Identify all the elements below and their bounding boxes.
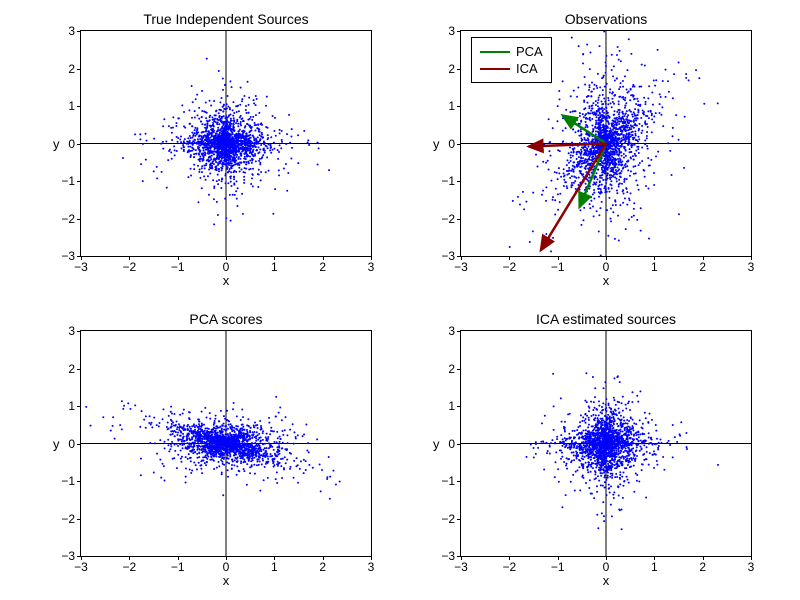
x-tick-label: 0 <box>603 560 610 574</box>
x-tick-label: 2 <box>319 260 326 274</box>
y-tick-label: −3 <box>441 549 455 563</box>
legend: PCA ICA <box>471 37 552 83</box>
y-tick-label: 0 <box>448 437 455 451</box>
subplot-true-sources: True Independent Sources y x −3−2−10123−… <box>80 30 372 257</box>
y-tick-label: 3 <box>68 24 75 38</box>
x-tick-label: 2 <box>699 560 706 574</box>
figure: True Independent Sources y x −3 −2 −1 0 1 2 3 −… <box>0 0 800 600</box>
y-tick-label: 3 <box>68 324 75 338</box>
y-tick-label: 2 <box>448 62 455 76</box>
x-tick-label: 1 <box>651 260 658 274</box>
x-tick-label: −3 <box>74 560 88 574</box>
y-axis-label: y <box>53 436 60 451</box>
legend-label: ICA <box>516 61 538 76</box>
y-axis-label: y <box>53 136 60 151</box>
y-tick-label: 3 <box>448 324 455 338</box>
x-axis-label: x <box>461 273 751 288</box>
y-tick-label: −2 <box>61 212 75 226</box>
legend-item-pca: PCA <box>480 44 543 59</box>
x-tick-label: −2 <box>122 560 136 574</box>
subplot-pca-scores: PCA scores y x −3−2−10123−3−2−10123 <box>80 330 372 557</box>
x-tick-label: −2 <box>502 260 516 274</box>
subplot-title: ICA estimated sources <box>461 311 751 327</box>
subplot-title: True Independent Sources <box>81 11 371 27</box>
y-tick-label: −1 <box>61 174 75 188</box>
y-tick-label: 2 <box>448 362 455 376</box>
plot-canvas <box>461 331 751 556</box>
y-tick-label: 2 <box>68 362 75 376</box>
x-tick-label: −2 <box>502 560 516 574</box>
subplot-title: PCA scores <box>81 311 371 327</box>
subplot-title: Observations <box>461 11 751 27</box>
y-tick-label: −3 <box>61 549 75 563</box>
y-tick-label: 3 <box>448 24 455 38</box>
y-tick-label: −3 <box>441 249 455 263</box>
x-tick-label: 2 <box>319 560 326 574</box>
y-tick-label: −2 <box>441 212 455 226</box>
legend-item-ica: ICA <box>480 61 543 76</box>
subplot-ica-sources: ICA estimated sources y x −3−2−10123−3−2… <box>460 330 752 557</box>
x-tick-label: 0 <box>223 260 230 274</box>
x-tick-label: −3 <box>74 260 88 274</box>
x-axis-label: x <box>81 273 371 288</box>
x-axis-label: x <box>81 573 371 588</box>
x-tick-label: 2 <box>699 260 706 274</box>
x-tick-label: 0 <box>603 260 610 274</box>
x-tick-label: −2 <box>122 260 136 274</box>
y-tick-label: −1 <box>61 474 75 488</box>
x-tick-label: 3 <box>748 560 755 574</box>
x-axis-label: x <box>461 573 751 588</box>
y-tick-label: −1 <box>441 174 455 188</box>
x-tick-label: −1 <box>171 560 185 574</box>
y-tick-label: 0 <box>68 137 75 151</box>
x-tick-label: 3 <box>748 260 755 274</box>
legend-label: PCA <box>516 44 543 59</box>
x-tick-label: 1 <box>271 260 278 274</box>
x-tick-label: −1 <box>171 260 185 274</box>
x-tick-label: 1 <box>651 560 658 574</box>
subplot-observations: Observations y x PCA ICA −3−2−10123−3−2−… <box>460 30 752 257</box>
x-tick-label: −1 <box>551 260 565 274</box>
y-tick-label: 0 <box>448 137 455 151</box>
x-tick-label: −3 <box>454 260 468 274</box>
y-tick-label: 2 <box>68 62 75 76</box>
x-tick-label: 3 <box>368 560 375 574</box>
legend-swatch <box>480 68 510 70</box>
y-tick-label: −1 <box>441 474 455 488</box>
y-tick-label: 1 <box>448 399 455 413</box>
legend-swatch <box>480 51 510 53</box>
y-tick-label: −2 <box>441 512 455 526</box>
x-tick-label: 1 <box>271 560 278 574</box>
y-tick-label: −2 <box>61 512 75 526</box>
y-tick-label: 1 <box>448 99 455 113</box>
y-tick-label: 1 <box>68 99 75 113</box>
plot-canvas <box>81 331 371 556</box>
y-tick-label: 0 <box>68 437 75 451</box>
x-tick-label: 0 <box>223 560 230 574</box>
y-axis-label: y <box>433 436 440 451</box>
x-tick-label: −3 <box>454 560 468 574</box>
x-tick-label: 3 <box>368 260 375 274</box>
y-tick-label: −3 <box>61 249 75 263</box>
plot-canvas <box>81 31 371 256</box>
y-tick-label: 1 <box>68 399 75 413</box>
x-tick-label: −1 <box>551 560 565 574</box>
y-axis-label: y <box>433 136 440 151</box>
